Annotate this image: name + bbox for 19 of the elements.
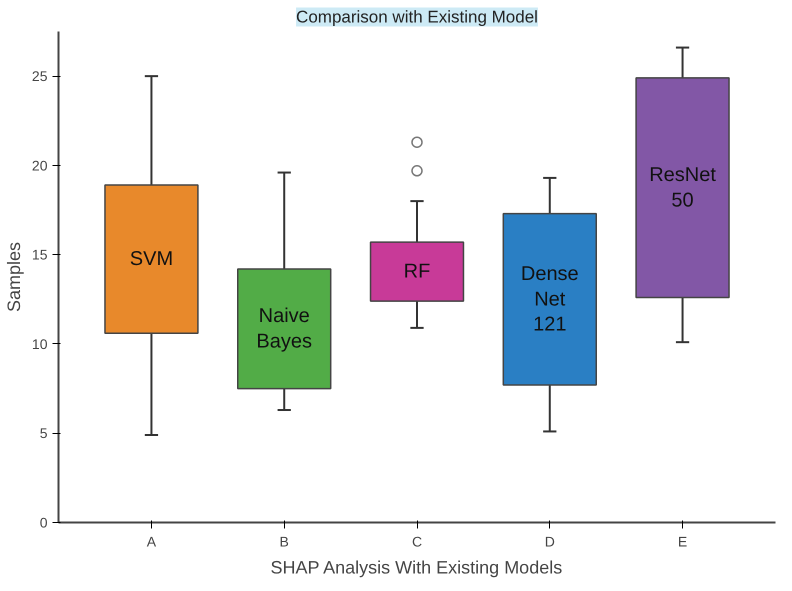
annotation: ResNet 50	[649, 164, 716, 212]
y-tick-label: 15	[32, 246, 48, 263]
y-tick-label: 5	[40, 425, 48, 442]
y-tick-label: 10	[32, 336, 48, 352]
y-tick-label: 20	[32, 157, 48, 174]
annotation: Dense Net 121	[520, 263, 579, 336]
annotation: Naive Bayes	[256, 305, 312, 352]
y-tick-label: 25	[32, 68, 48, 84]
x-axis-title: SHAP Analysis With Existing Models	[270, 558, 562, 578]
x-tick-label: C	[412, 534, 422, 550]
y-axis-title: Samples	[4, 242, 24, 312]
chart-title: Comparison with Existing Model	[296, 8, 538, 26]
x-tick-label: E	[678, 534, 688, 550]
annotation: SVM	[130, 248, 174, 270]
x-tick-label: D	[544, 534, 555, 550]
annotation: RF	[404, 260, 430, 283]
x-tick-label: B	[280, 534, 289, 550]
y-tick-label: 0	[40, 514, 48, 530]
x-tick-label: A	[146, 534, 157, 550]
